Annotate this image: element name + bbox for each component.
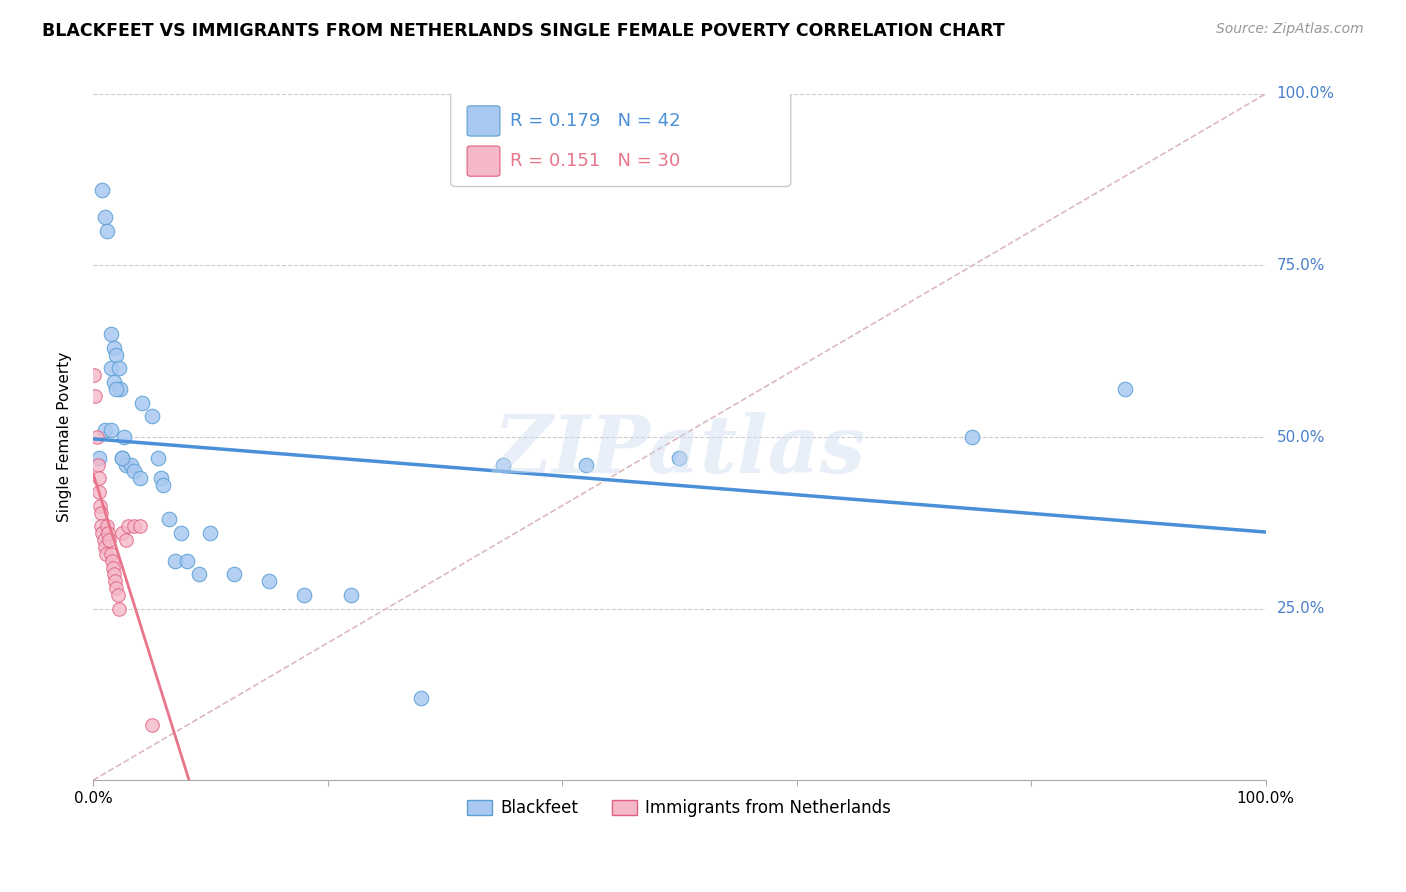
Point [108, 361, 131, 376]
Point [86, 458, 108, 472]
Point [115, 533, 138, 547]
Point [122, 519, 145, 533]
FancyBboxPatch shape [467, 146, 501, 177]
Point [131, 396, 153, 410]
Point [91, 183, 114, 197]
Point [104, 574, 127, 589]
Point [129, 519, 152, 533]
Text: 100.0%: 100.0% [1277, 87, 1334, 102]
Point [176, 554, 198, 568]
Point [91, 526, 114, 541]
Point [200, 526, 222, 541]
Point [103, 567, 125, 582]
Point [146, 450, 169, 465]
Text: Source: ZipAtlas.com: Source: ZipAtlas.com [1216, 22, 1364, 37]
Point [100, 361, 122, 376]
Point [105, 348, 128, 362]
FancyBboxPatch shape [451, 90, 790, 186]
Point [170, 526, 193, 541]
Point [93, 423, 115, 437]
Point [292, 588, 315, 602]
Point [111, 450, 134, 465]
Point [141, 718, 163, 732]
Text: R = 0.179   N = 42: R = 0.179 N = 42 [510, 112, 681, 130]
Point [150, 471, 173, 485]
Point [108, 601, 131, 615]
Point [90, 519, 112, 533]
Point [340, 588, 363, 602]
Point [94, 547, 117, 561]
Point [103, 375, 125, 389]
Text: 25.0%: 25.0% [1277, 601, 1324, 616]
Point [165, 554, 187, 568]
Point [222, 567, 245, 582]
Point [187, 567, 209, 582]
Point [87, 471, 110, 485]
Text: BLACKFEET VS IMMIGRANTS FROM NETHERLANDS SINGLE FEMALE POVERTY CORRELATION CHART: BLACKFEET VS IMMIGRANTS FROM NETHERLANDS… [42, 22, 1005, 40]
Y-axis label: Single Female Poverty: Single Female Poverty [58, 352, 72, 522]
Point [96, 519, 118, 533]
Point [107, 588, 129, 602]
Point [152, 478, 174, 492]
Point [117, 519, 139, 533]
Point [411, 690, 433, 705]
Point [97, 526, 120, 541]
Point [129, 471, 152, 485]
Point [111, 450, 134, 465]
Text: 75.0%: 75.0% [1277, 258, 1324, 273]
Text: 50.0%: 50.0% [1277, 430, 1324, 444]
Point [89, 499, 111, 513]
Point [574, 458, 596, 472]
Point [100, 554, 122, 568]
Point [83, 368, 105, 383]
Point [101, 560, 124, 574]
Point [120, 458, 142, 472]
Point [112, 430, 135, 444]
Point [668, 450, 690, 465]
Point [1114, 382, 1136, 396]
Point [96, 224, 118, 238]
Point [100, 547, 122, 561]
Point [257, 574, 280, 589]
Point [100, 423, 122, 437]
Point [87, 485, 110, 500]
Point [90, 506, 112, 520]
Point [100, 327, 122, 342]
Text: ZIPatlas: ZIPatlas [494, 412, 866, 490]
Text: R = 0.151   N = 30: R = 0.151 N = 30 [510, 153, 681, 170]
Point [492, 458, 515, 472]
Point [93, 540, 115, 554]
Point [115, 458, 138, 472]
Point [98, 533, 121, 547]
Point [93, 533, 115, 547]
Point [105, 581, 128, 595]
Point [111, 526, 134, 541]
Point [84, 389, 107, 403]
Point [141, 409, 163, 424]
Point [86, 430, 108, 444]
Point [157, 512, 180, 526]
Point [87, 450, 110, 465]
Legend: Blackfeet, Immigrants from Netherlands: Blackfeet, Immigrants from Netherlands [461, 792, 898, 823]
FancyBboxPatch shape [467, 106, 501, 136]
Point [962, 430, 984, 444]
Point [122, 464, 145, 478]
Point [93, 211, 115, 225]
Point [103, 341, 125, 355]
Point [108, 382, 131, 396]
Point [105, 382, 128, 396]
